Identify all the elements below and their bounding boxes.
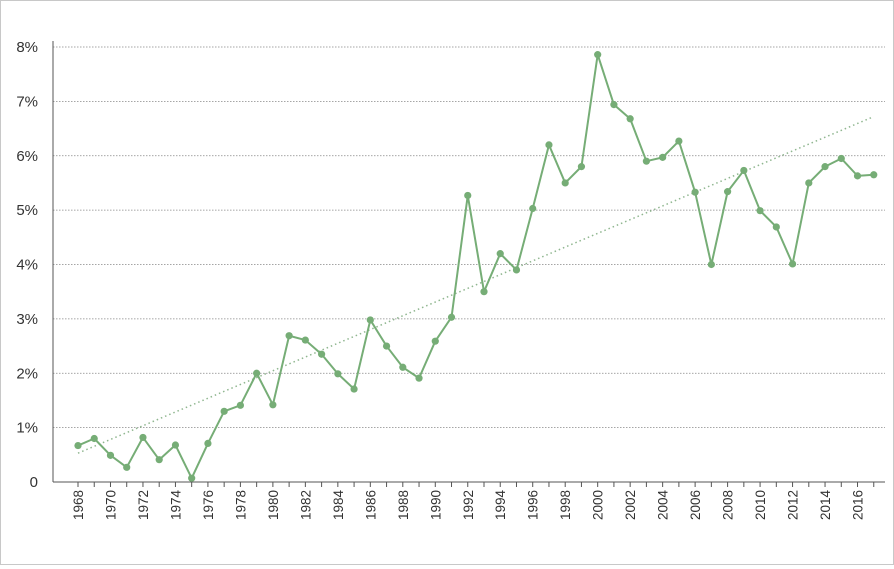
x-tick-label: 1998 — [558, 490, 573, 520]
data-point — [772, 223, 780, 231]
trendline-group — [77, 115, 875, 454]
x-tick-label: 1994 — [493, 490, 508, 521]
data-point — [821, 163, 829, 171]
data-point — [301, 336, 309, 344]
x-tick-label: 1968 — [71, 490, 86, 520]
data-point — [464, 191, 472, 200]
y-tick-labels: 0 1% 2% 3% 4% 5% 6% 7% 8% — [16, 39, 38, 491]
data-point — [659, 153, 667, 161]
y-tick-label: 3% — [16, 311, 38, 328]
data-point — [870, 171, 878, 179]
data-point — [577, 163, 586, 171]
data-point — [529, 204, 537, 213]
y-tick-label: 4% — [16, 257, 38, 274]
data-point — [626, 115, 634, 123]
x-tick-label: 2008 — [721, 490, 736, 520]
data-point — [139, 433, 147, 442]
data-point — [90, 434, 98, 443]
y-tick-label: 2% — [16, 365, 38, 382]
data-point — [334, 370, 342, 378]
data-point — [74, 441, 82, 450]
x-tick-label: 1986 — [363, 490, 378, 520]
x-tick-labels: 1968 1970 1972 1974 1976 1978 1980 1982 1984 1986… — [71, 490, 866, 521]
data-point — [415, 374, 423, 382]
y-tick-label: 5% — [16, 202, 38, 219]
data-point — [561, 179, 569, 187]
x-tick-label: 1990 — [428, 490, 443, 520]
data-point — [431, 337, 439, 345]
data-point — [382, 342, 391, 350]
data-point — [171, 441, 180, 449]
y-tick-label: 7% — [16, 93, 38, 110]
trendline — [77, 115, 875, 454]
data-point — [269, 401, 277, 409]
series-line — [77, 53, 874, 480]
data-point — [155, 456, 163, 464]
data-point — [642, 157, 651, 165]
data-point — [399, 363, 407, 371]
data-point — [837, 154, 845, 163]
x-tick-label: 1980 — [266, 490, 281, 520]
y-tick-label: 6% — [16, 148, 38, 165]
x-tick-label: 2004 — [656, 490, 671, 521]
data-point — [188, 474, 196, 482]
data-point — [253, 369, 261, 377]
x-tick-label: 1976 — [201, 490, 216, 520]
data-point — [691, 188, 699, 196]
x-tick-label: 1974 — [168, 490, 183, 521]
data-point — [707, 260, 715, 269]
data-point — [447, 313, 456, 321]
data-point — [853, 172, 862, 180]
x-tick-label: 2014 — [818, 490, 833, 521]
data-point — [545, 141, 553, 149]
x-tick-label: 2016 — [851, 490, 866, 520]
data-point — [788, 260, 797, 268]
x-tick-label: 1978 — [233, 490, 248, 520]
x-tick-label: 2002 — [623, 490, 638, 520]
y-tick-label: 0 — [30, 474, 38, 491]
data-point — [610, 101, 618, 109]
data-point — [724, 188, 732, 196]
x-tick-label: 1970 — [103, 490, 118, 520]
x-tick-label: 1996 — [526, 490, 541, 520]
data-point — [318, 350, 326, 358]
data-point — [496, 250, 504, 258]
data-point — [204, 439, 212, 447]
x-tick-label: 1988 — [396, 490, 411, 520]
data-point — [236, 401, 244, 409]
gridlines — [53, 46, 885, 429]
axes — [52, 41, 885, 487]
x-tick-label: 2006 — [688, 490, 703, 520]
x-tick-label: 2012 — [786, 490, 801, 520]
data-point — [756, 207, 764, 215]
data-point — [285, 332, 293, 340]
data-point — [123, 463, 131, 471]
data-point — [594, 51, 602, 59]
series-group — [74, 51, 878, 482]
x-tick-label: 1984 — [331, 490, 346, 521]
y-tick-label: 8% — [16, 39, 38, 56]
data-point — [805, 179, 813, 187]
data-point — [512, 266, 521, 274]
data-point — [220, 407, 228, 415]
data-point — [350, 385, 358, 393]
x-tick-label: 1972 — [136, 490, 151, 520]
x-tick-label: 2000 — [591, 490, 606, 520]
data-point — [740, 166, 748, 175]
x-tick-label: 1992 — [461, 490, 476, 520]
data-point — [675, 137, 683, 145]
x-tick-label: 1982 — [298, 490, 313, 520]
y-tick-label: 1% — [16, 420, 38, 437]
data-point — [366, 316, 374, 324]
data-point — [480, 288, 488, 296]
data-point — [106, 451, 115, 459]
x-tick-label: 2010 — [753, 490, 768, 520]
